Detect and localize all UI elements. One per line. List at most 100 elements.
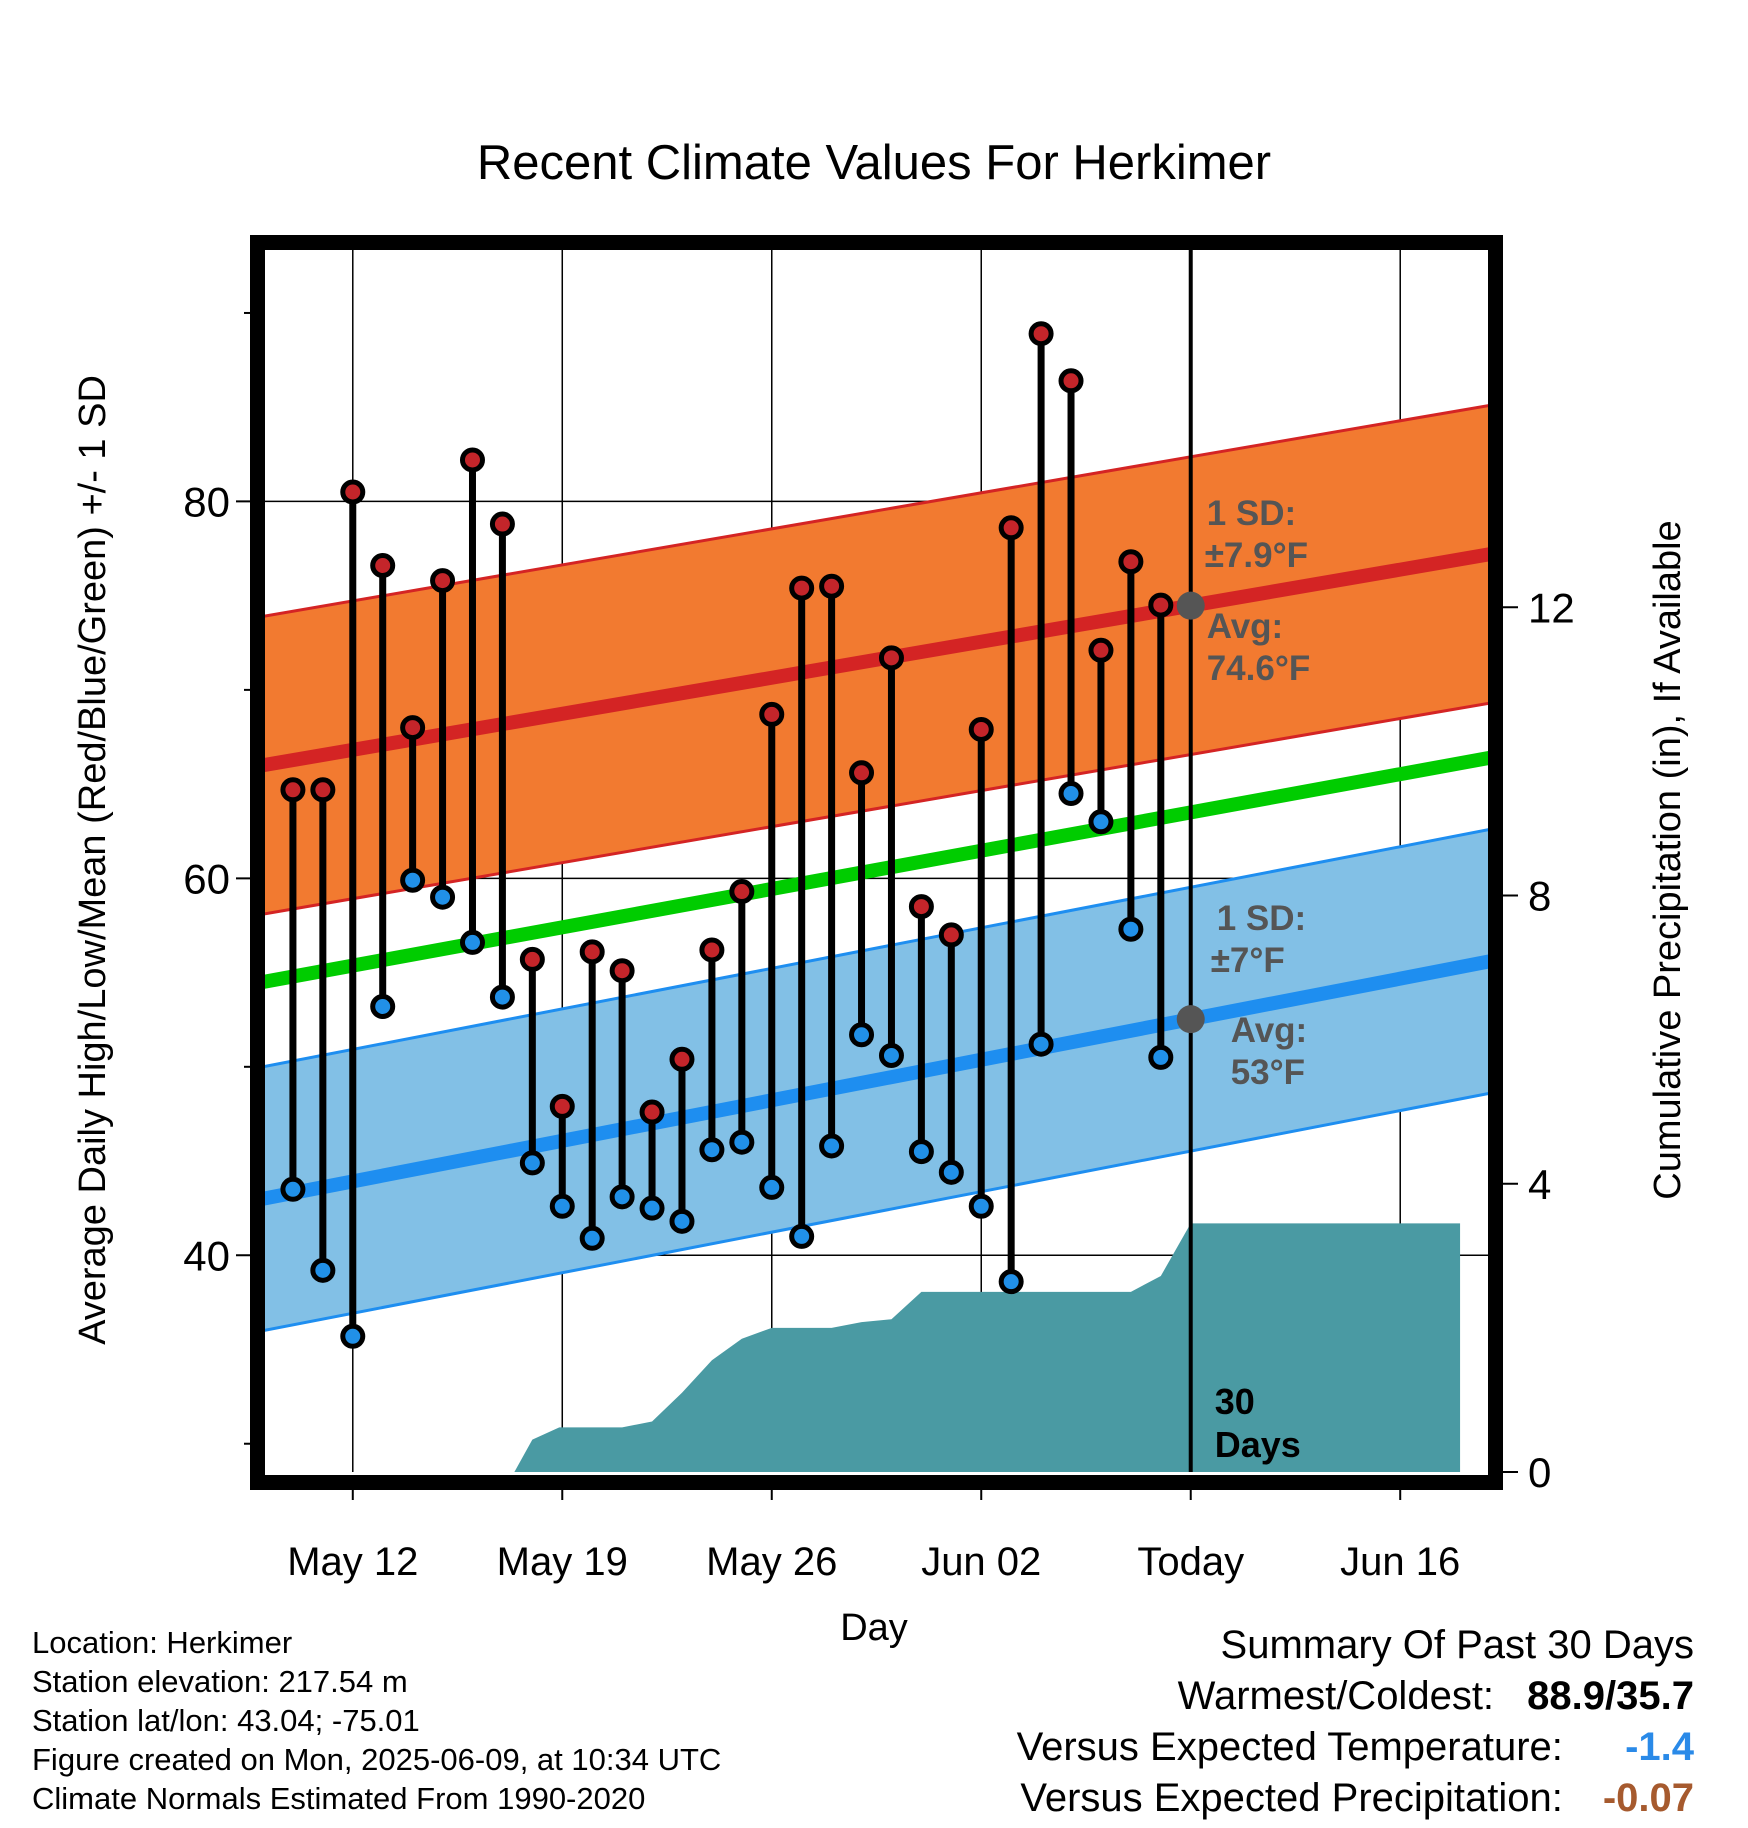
- low-point: [699, 1137, 725, 1163]
- low-point: [579, 1225, 605, 1251]
- high-point: [579, 939, 605, 965]
- high-sd-edge-lower: [263, 701, 1490, 916]
- temp-anomaly-value: -1.4: [1625, 1725, 1694, 1769]
- y-axis-label: Average Daily High/Low/Mean (Red/Blue/Gr…: [72, 375, 114, 1345]
- low-sd-value: ±7°F: [1211, 941, 1285, 980]
- low-point: [1058, 781, 1084, 807]
- high-point: [430, 568, 456, 594]
- high-point: [639, 1099, 665, 1125]
- x-axis-label: Day: [840, 1607, 908, 1649]
- location-text: Location: Herkimer: [32, 1625, 293, 1660]
- high-point: [789, 575, 815, 601]
- today-high-avg-marker: [1176, 591, 1205, 620]
- low-point: [1088, 809, 1114, 835]
- x-tick-label: Jun 02: [921, 1540, 1041, 1584]
- low-point: [280, 1176, 306, 1202]
- low-sd-edge-lower: [263, 1091, 1490, 1333]
- high-point: [669, 1046, 695, 1072]
- temp-anomaly-row: Versus Expected Temperature: -1.4: [1017, 1722, 1694, 1773]
- high-point: [340, 479, 366, 505]
- low-point: [968, 1193, 994, 1219]
- low-point: [459, 929, 485, 955]
- high-point: [1028, 321, 1054, 347]
- low-point: [908, 1139, 934, 1165]
- high-point: [280, 777, 306, 803]
- high-sd-label: 1 SD:: [1207, 494, 1296, 533]
- y2-axis-label: Cumulative Precipitation (in), If Availa…: [1647, 520, 1689, 1199]
- y-tick-label: 60: [183, 855, 230, 902]
- low-point: [430, 884, 456, 910]
- today-low-avg-marker: [1176, 1005, 1205, 1034]
- high-point: [370, 553, 396, 578]
- summary-heading: Summary Of Past 30 Days: [1220, 1623, 1694, 1667]
- station-info: Location: Herkimer Station elevation: 21…: [32, 1623, 721, 1818]
- low-point: [849, 1022, 875, 1048]
- normals-text: Climate Normals Estimated From 1990-2020: [32, 1781, 646, 1816]
- high-point: [938, 922, 964, 948]
- high-point: [759, 701, 785, 727]
- x-tick-label: May 26: [706, 1540, 837, 1584]
- low-point: [639, 1195, 665, 1221]
- low-avg-value: 53°F: [1231, 1053, 1305, 1092]
- low-sd-label: 1 SD:: [1217, 899, 1306, 938]
- warmest-coldest-value: 88.9/35.7: [1527, 1674, 1694, 1718]
- normal-high-line: [263, 547, 1490, 773]
- x-tick-label: Jun 16: [1340, 1540, 1460, 1584]
- low-point: [819, 1133, 845, 1159]
- high-point: [699, 937, 725, 963]
- precip-anomaly-label: Versus Expected Precipitation:: [1020, 1776, 1563, 1820]
- high-point: [1118, 549, 1144, 575]
- low-avg-label: Avg:: [1231, 1011, 1307, 1050]
- high-sd-value: ±7.9°F: [1205, 536, 1308, 575]
- x-tick-label: May 12: [287, 1540, 418, 1584]
- high-point: [459, 447, 485, 473]
- low-point: [1028, 1031, 1054, 1057]
- created-text: Figure created on Mon, 2025-06-09, at 10…: [32, 1742, 722, 1777]
- latlon-text: Station lat/lon: 43.04; -75.01: [32, 1703, 420, 1738]
- low-point: [789, 1223, 815, 1249]
- low-point: [519, 1150, 545, 1176]
- high-avg-label: Avg:: [1207, 607, 1283, 646]
- high-point: [849, 760, 875, 786]
- low-point: [609, 1184, 635, 1210]
- precip-anomaly-row: Versus Expected Precipitation: -0.07: [1017, 1773, 1694, 1824]
- low-point: [400, 867, 426, 893]
- y2-tick-label: 0: [1528, 1449, 1551, 1496]
- high-point: [1148, 592, 1174, 618]
- high-point: [908, 894, 934, 920]
- low-point: [669, 1208, 695, 1234]
- low-point: [310, 1257, 336, 1283]
- high-point: [878, 645, 904, 671]
- elevation-text: Station elevation: 217.54 m: [32, 1664, 408, 1699]
- temp-anomaly-label: Versus Expected Temperature:: [1016, 1725, 1563, 1769]
- low-point: [489, 984, 515, 1010]
- low-point: [340, 1323, 366, 1349]
- high-point: [1088, 637, 1114, 663]
- warmest-coldest-label: Warmest/Coldest:: [1177, 1674, 1495, 1718]
- high-point: [489, 511, 515, 537]
- x-tick-label: Today: [1137, 1540, 1244, 1584]
- high-point: [609, 958, 635, 984]
- low-point: [729, 1129, 755, 1155]
- x-tick-label: May 19: [497, 1540, 628, 1584]
- warmest-coldest-row: Warmest/Coldest: 88.9/35.7: [1017, 1671, 1694, 1722]
- low-point: [1148, 1044, 1174, 1070]
- high-point: [968, 716, 994, 742]
- high-point: [729, 879, 755, 905]
- days-unit-label: Days: [1215, 1424, 1301, 1465]
- high-point: [998, 515, 1024, 541]
- low-point: [878, 1043, 904, 1068]
- high-avg-value: 74.6°F: [1207, 649, 1311, 688]
- low-point: [549, 1193, 575, 1219]
- chart-title: Recent Climate Values For Herkimer: [477, 136, 1271, 190]
- high-point: [819, 573, 845, 599]
- high-point: [549, 1093, 575, 1119]
- low-sd-edge-upper: [263, 827, 1490, 1069]
- y-tick-label: 80: [183, 478, 230, 525]
- high-point: [400, 715, 426, 741]
- high-point: [310, 777, 336, 803]
- low-point: [938, 1159, 964, 1185]
- precip-anomaly-value: -0.07: [1602, 1776, 1694, 1820]
